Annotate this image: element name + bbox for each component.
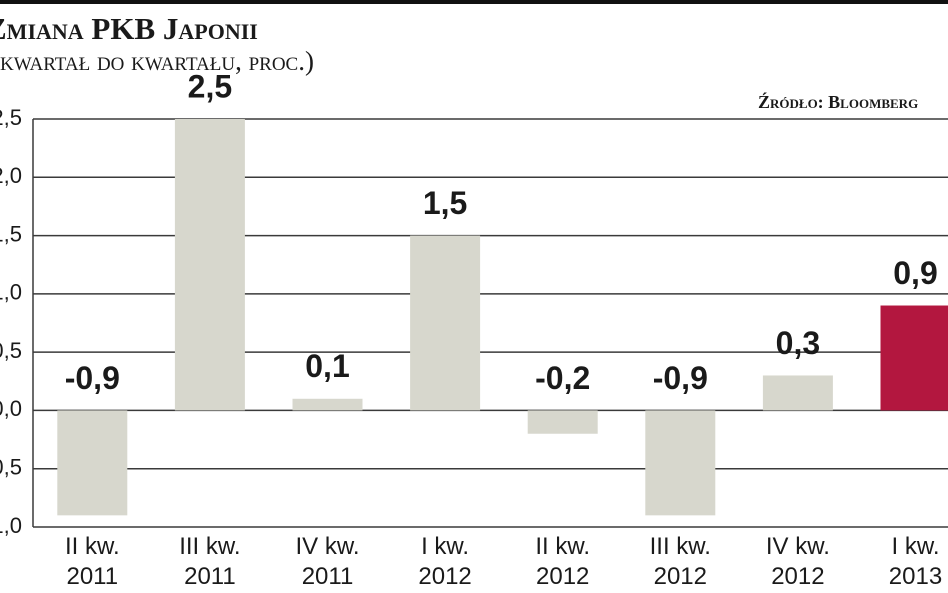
x-tick-label: I kw. 2013 [889, 533, 942, 590]
y-tick-label: 1,5 [0, 221, 22, 246]
y-tick-label: 1,0 [0, 280, 22, 305]
x-tick-label: III kw. 2011 [179, 533, 240, 590]
bar [410, 235, 481, 411]
chart-title: Zmiana PKB Japonii [0, 11, 258, 46]
y-tick-label: -1,0 [0, 513, 22, 538]
bar [174, 119, 245, 411]
value-label: 2,5 [188, 68, 232, 104]
x-tick-label: IV kw. 2011 [295, 533, 359, 590]
chart-subtitle: (kwartał do kwartału, proc.) [0, 46, 314, 76]
value-label: 0,1 [305, 348, 349, 384]
y-tick-label: 2,0 [0, 163, 22, 188]
y-tick-label: -0,5 [0, 455, 22, 480]
x-tick-label: II kw. 2011 [65, 533, 120, 590]
bar [527, 410, 598, 434]
bar [57, 410, 128, 516]
x-tick-label: III kw. 2012 [650, 533, 711, 590]
x-tick-label: IV kw. 2012 [766, 533, 830, 590]
bar [880, 305, 948, 411]
value-label: 0,3 [776, 325, 820, 361]
y-tick-label: 0,5 [0, 338, 22, 363]
y-tick-label: 2,5 [0, 105, 22, 130]
value-label: -0,9 [65, 360, 120, 396]
y-tick-label: 0,0 [0, 396, 22, 421]
value-label: 1,5 [423, 185, 467, 221]
top-rule [0, 0, 948, 4]
source: Źródło: Bloomberg [758, 91, 918, 112]
x-tick-label: II kw. 2012 [535, 533, 590, 590]
value-label: -0,2 [535, 360, 590, 396]
bar [292, 398, 363, 411]
value-label: -0,9 [653, 360, 708, 396]
value-label: 0,9 [893, 255, 937, 291]
x-tick-label: I kw. 2012 [418, 533, 471, 590]
bar [645, 410, 716, 516]
bar [762, 375, 833, 411]
